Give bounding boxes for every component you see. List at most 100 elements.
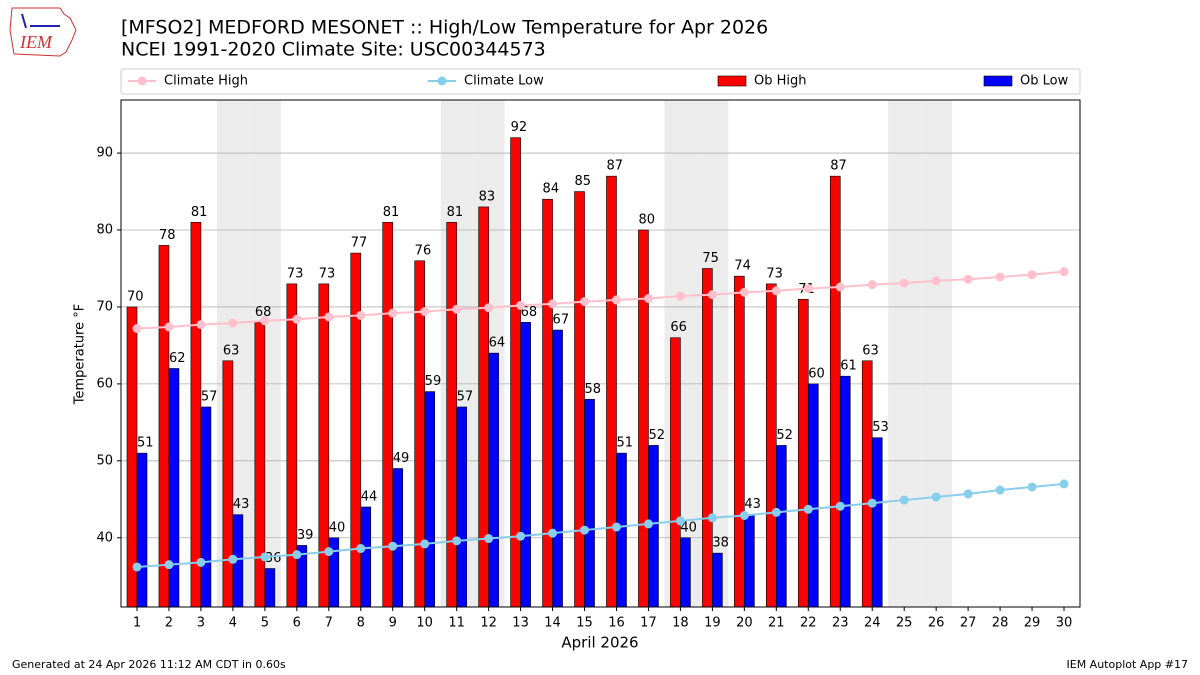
climate-marker	[611, 295, 621, 305]
climate-marker	[1027, 270, 1037, 280]
x-tick-label: 1	[133, 616, 141, 631]
bar-value-label: 57	[201, 389, 218, 404]
bar-value-label: 57	[457, 389, 474, 404]
bar-value-label: 70	[127, 289, 144, 304]
climate-marker	[963, 274, 973, 284]
bar-value-label: 87	[606, 159, 623, 174]
legend-marker	[137, 76, 147, 86]
climate-marker	[899, 278, 909, 288]
footer-left: Generated at 24 Apr 2026 11:12 AM CDT in…	[12, 658, 286, 671]
bar	[446, 222, 457, 608]
bar	[871, 437, 883, 608]
bar	[766, 283, 777, 608]
bar-value-label: 67	[553, 313, 570, 328]
climate-marker	[1059, 267, 1069, 277]
bar-value-label: 68	[255, 305, 272, 320]
climate-marker	[931, 492, 941, 502]
x-tick-label: 15	[576, 616, 593, 631]
x-tick-label: 19	[704, 616, 721, 631]
bar	[734, 275, 745, 608]
bar	[136, 452, 148, 608]
climate-marker	[963, 489, 973, 499]
bar	[158, 245, 170, 608]
bar-value-label: 44	[361, 489, 378, 504]
climate-marker	[324, 547, 334, 557]
climate-marker	[356, 544, 366, 554]
x-tick-label: 10	[416, 616, 433, 631]
x-tick-label: 26	[928, 616, 945, 631]
legend-swatch	[717, 75, 747, 87]
climate-marker	[260, 552, 270, 562]
climate-marker	[388, 308, 398, 318]
climate-marker	[324, 312, 334, 322]
climate-marker	[356, 310, 366, 320]
climate-marker	[292, 550, 302, 560]
legend-marker	[437, 76, 447, 86]
x-tick-label: 24	[864, 616, 881, 631]
climate-marker	[484, 534, 494, 544]
bar	[424, 391, 435, 608]
climate-marker	[164, 322, 174, 332]
climate-marker	[675, 516, 685, 526]
x-tick-label: 8	[357, 616, 365, 631]
bar-value-label: 51	[616, 436, 633, 451]
logo-text: IEM	[19, 32, 53, 52]
climate-marker	[484, 303, 494, 313]
x-tick-label: 23	[832, 616, 849, 631]
bar-value-label: 81	[191, 205, 208, 220]
bar-value-label: 60	[808, 366, 825, 381]
bar	[520, 322, 531, 608]
bar	[584, 398, 595, 608]
climate-marker	[1059, 479, 1069, 489]
climate-marker	[196, 557, 206, 567]
bar	[456, 406, 467, 608]
x-tick-label: 12	[480, 616, 497, 631]
bar	[861, 360, 873, 608]
climate-marker	[867, 498, 877, 508]
bar-value-label: 43	[233, 497, 250, 512]
bar	[190, 222, 202, 608]
plot-frame	[120, 99, 1081, 608]
legend-label: Climate High	[164, 74, 248, 89]
climate-marker	[739, 287, 749, 297]
bar-value-label: 74	[734, 259, 751, 274]
bar-value-label: 66	[670, 320, 687, 335]
bar-value-label: 73	[287, 266, 304, 281]
x-tick-label: 6	[293, 616, 301, 631]
bar	[254, 322, 266, 608]
x-tick-label: 20	[736, 616, 753, 631]
x-tick-label: 27	[960, 616, 977, 631]
climate-marker	[771, 286, 781, 296]
bar-value-label: 52	[648, 428, 665, 443]
bar	[392, 468, 404, 608]
climate-marker	[803, 283, 813, 293]
bar	[807, 383, 819, 608]
climate-marker	[292, 314, 302, 324]
climate-marker	[516, 531, 526, 541]
bar	[350, 252, 362, 608]
x-tick-label: 30	[1056, 616, 1073, 631]
logo-icon	[21, 13, 27, 29]
climate-marker	[675, 291, 685, 301]
bar-value-label: 77	[351, 236, 368, 251]
bar-value-label: 61	[840, 359, 857, 374]
climate-marker	[1027, 482, 1037, 492]
climate-marker	[835, 282, 845, 292]
x-tick-label: 11	[448, 616, 465, 631]
climate-marker	[164, 560, 174, 570]
bar-value-label: 40	[329, 520, 346, 535]
y-tick-label: 80	[96, 223, 113, 238]
climate-marker	[771, 507, 781, 517]
x-tick-label: 21	[768, 616, 785, 631]
logo: IEM	[9, 7, 77, 57]
bar	[680, 537, 691, 608]
climate-marker	[643, 519, 653, 529]
bar	[222, 360, 234, 608]
bar	[478, 206, 489, 608]
x-tick-label: 16	[608, 616, 625, 631]
bar-value-label: 81	[447, 205, 464, 220]
y-tick-label: 90	[96, 146, 113, 161]
bar-value-label: 49	[393, 451, 410, 466]
y-tick-label: 50	[96, 453, 113, 468]
